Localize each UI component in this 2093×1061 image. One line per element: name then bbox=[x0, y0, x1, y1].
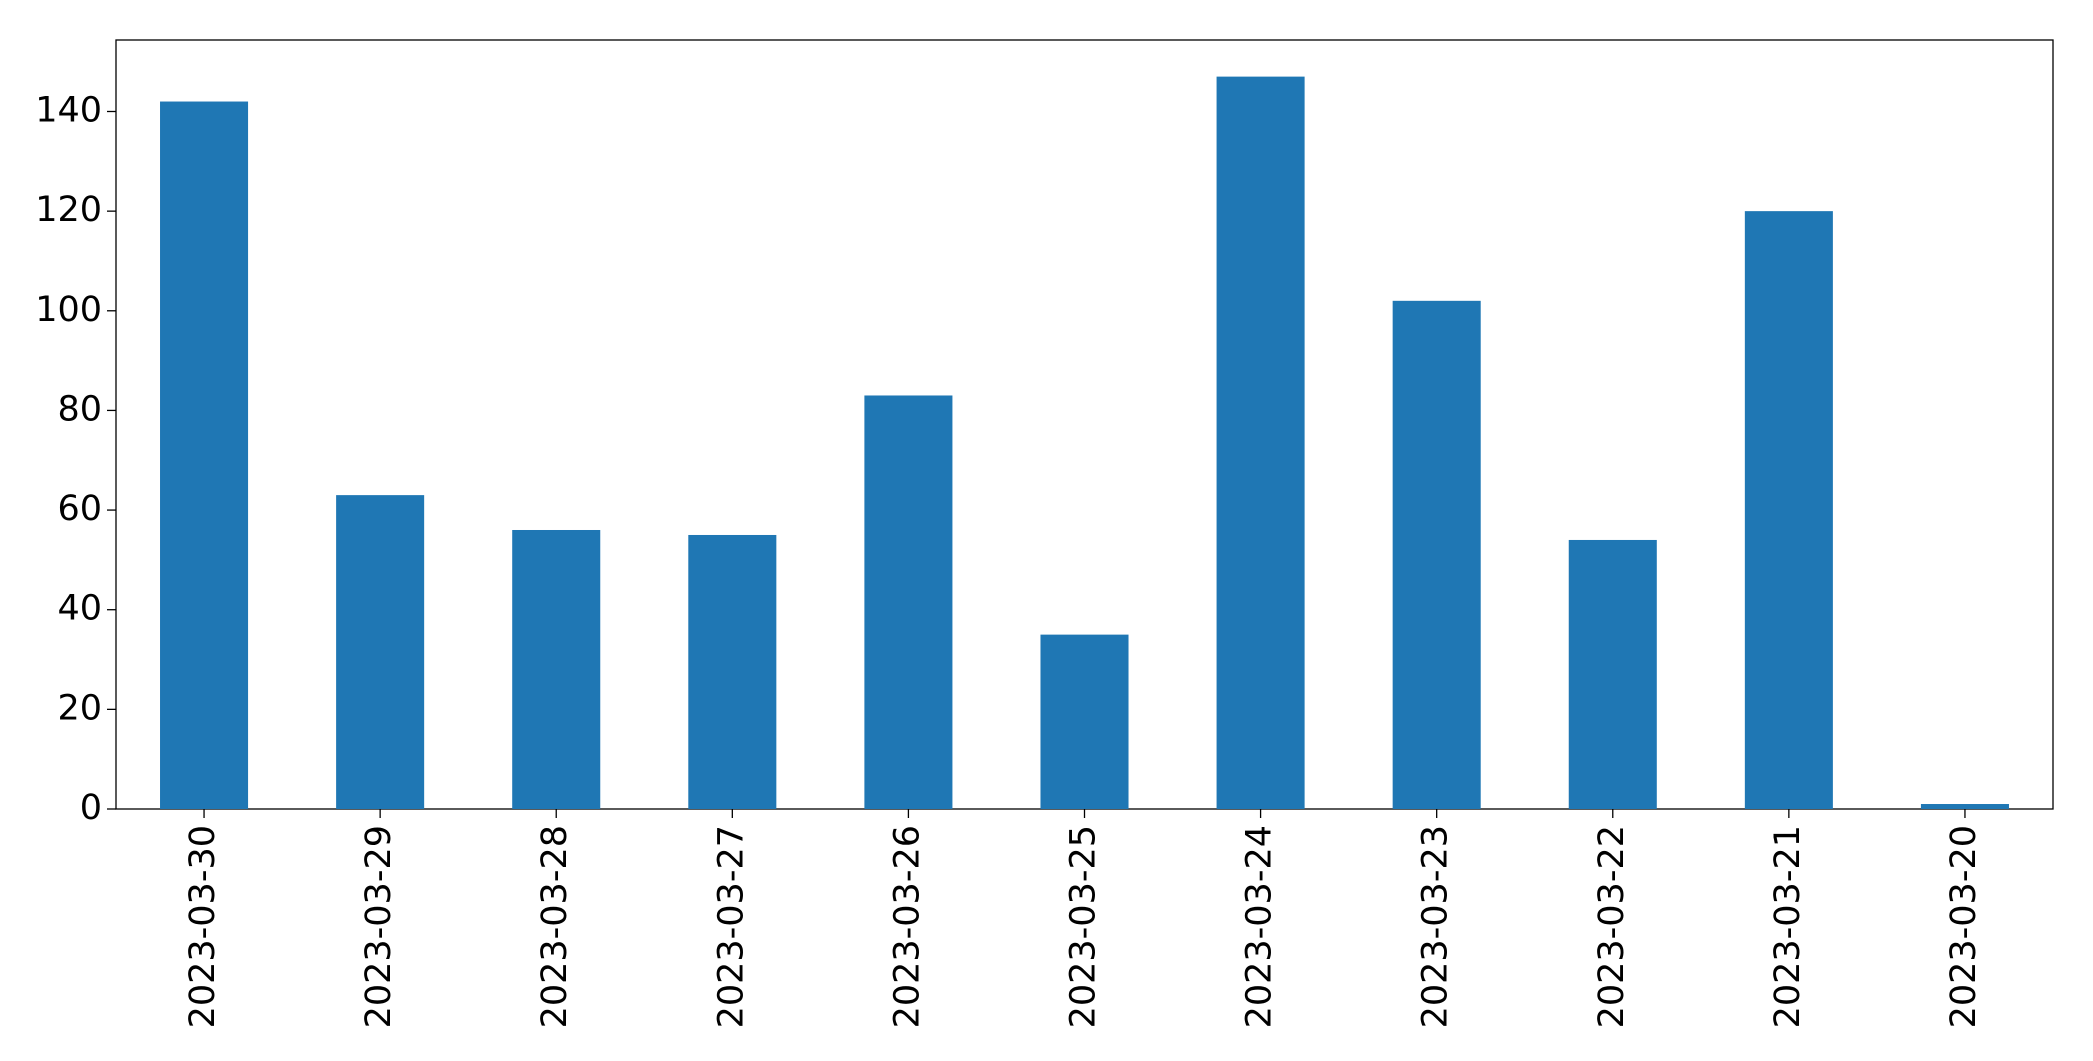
x-tick-label: 2023-03-22 bbox=[1592, 825, 1632, 1028]
y-tick-label: 100 bbox=[35, 290, 102, 330]
bar bbox=[688, 534, 777, 809]
x-tick-label: 2023-03-29 bbox=[359, 825, 399, 1028]
x-tick-label: 2023-03-21 bbox=[1768, 825, 1808, 1028]
bar bbox=[1920, 804, 2009, 809]
x-tick-label: 2023-03-30 bbox=[183, 825, 223, 1028]
x-tick-label: 2023-03-26 bbox=[887, 825, 927, 1028]
bar bbox=[1568, 539, 1657, 809]
y-tick-label: 60 bbox=[57, 489, 102, 529]
x-tick-label: 2023-03-23 bbox=[1416, 825, 1456, 1028]
y-tick-label: 120 bbox=[35, 190, 102, 230]
y-tick-label: 80 bbox=[57, 389, 102, 429]
x-tick-label: 2023-03-27 bbox=[711, 825, 751, 1028]
x-tick-label: 2023-03-28 bbox=[535, 825, 575, 1028]
y-tick-label: 40 bbox=[57, 589, 102, 629]
bar bbox=[1040, 634, 1129, 809]
bar bbox=[864, 395, 953, 809]
bar bbox=[1392, 300, 1481, 809]
x-tick-label: 2023-03-20 bbox=[1944, 825, 1984, 1028]
y-tick-label: 20 bbox=[57, 688, 102, 728]
y-tick-label: 0 bbox=[80, 788, 102, 828]
bar bbox=[1744, 211, 1833, 809]
bar bbox=[160, 101, 249, 809]
x-tick-label: 2023-03-25 bbox=[1064, 825, 1104, 1028]
bar bbox=[336, 495, 425, 809]
x-tick-label: 2023-03-24 bbox=[1240, 825, 1280, 1028]
bar bbox=[512, 529, 601, 809]
y-tick-label: 140 bbox=[35, 90, 102, 130]
bar bbox=[1216, 76, 1305, 810]
